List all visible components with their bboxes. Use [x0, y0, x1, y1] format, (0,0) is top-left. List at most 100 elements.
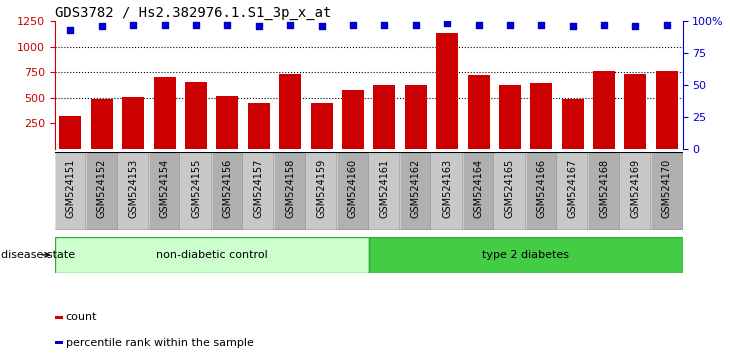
Bar [620, 152, 651, 230]
Bar [86, 152, 118, 230]
Bar [216, 96, 239, 149]
Bar [369, 152, 400, 230]
Text: non-diabetic control: non-diabetic control [155, 250, 268, 260]
Bar [656, 71, 678, 149]
Text: GSM524163: GSM524163 [442, 159, 452, 218]
Point [630, 23, 642, 29]
Bar [59, 115, 82, 149]
Bar [557, 152, 588, 230]
Text: GSM524155: GSM524155 [191, 159, 201, 218]
Point [379, 22, 391, 28]
Text: GSM524168: GSM524168 [599, 159, 609, 218]
Text: GSM524165: GSM524165 [505, 159, 515, 218]
Text: GSM524159: GSM524159 [317, 159, 326, 218]
Text: count: count [66, 312, 97, 322]
Bar [337, 152, 369, 230]
Point [285, 22, 296, 28]
Text: GSM524164: GSM524164 [474, 159, 483, 218]
Point [567, 23, 579, 29]
Bar [400, 152, 431, 230]
Text: percentile rank within the sample: percentile rank within the sample [66, 338, 253, 348]
Text: GSM524160: GSM524160 [348, 159, 358, 218]
Point [599, 22, 610, 28]
Bar [306, 152, 337, 230]
Bar [185, 82, 207, 149]
Bar [620, 152, 651, 230]
Text: GSM524151: GSM524151 [66, 159, 75, 218]
Bar [400, 152, 431, 230]
Text: GSM524166: GSM524166 [537, 159, 546, 218]
Bar [431, 152, 463, 230]
Point [65, 27, 77, 33]
Bar [153, 77, 176, 149]
Bar [557, 152, 588, 230]
Text: GSM524157: GSM524157 [254, 159, 264, 218]
Point [159, 22, 171, 28]
Bar [118, 152, 149, 230]
Bar [180, 152, 212, 230]
Bar [149, 152, 180, 230]
Bar [499, 85, 521, 149]
Bar [55, 152, 86, 230]
Bar [463, 152, 494, 230]
Bar [404, 85, 427, 149]
Bar [436, 34, 458, 149]
Bar [55, 341, 63, 344]
Point [473, 22, 485, 28]
Bar [180, 152, 212, 230]
Bar [526, 152, 557, 230]
Text: GSM524162: GSM524162 [411, 159, 420, 218]
Text: GSM524167: GSM524167 [568, 159, 577, 218]
Bar [55, 315, 63, 319]
Bar [243, 152, 274, 230]
Bar [369, 237, 683, 273]
Bar [494, 152, 526, 230]
Bar [279, 74, 301, 149]
Bar [342, 90, 364, 149]
Bar [373, 85, 396, 149]
Point [410, 22, 422, 28]
Text: GSM524154: GSM524154 [160, 159, 169, 218]
Point [441, 20, 453, 25]
Point [96, 23, 108, 29]
Bar [530, 84, 553, 149]
Bar [306, 152, 337, 230]
Text: GSM524156: GSM524156 [223, 159, 232, 218]
Point [190, 22, 201, 28]
Bar [651, 152, 683, 230]
Bar [337, 152, 369, 230]
Bar [467, 75, 490, 149]
Text: GSM524161: GSM524161 [380, 159, 389, 218]
Text: GDS3782 / Hs2.382976.1.S1_3p_x_at: GDS3782 / Hs2.382976.1.S1_3p_x_at [55, 6, 331, 20]
Text: GSM524152: GSM524152 [97, 159, 107, 218]
Bar [494, 152, 526, 230]
Bar [561, 99, 584, 149]
Point [222, 22, 234, 28]
Point [536, 22, 548, 28]
Bar [243, 152, 274, 230]
Bar [369, 152, 400, 230]
Bar [624, 74, 647, 149]
Bar [651, 152, 683, 230]
Bar [526, 152, 557, 230]
Text: GSM524169: GSM524169 [631, 159, 640, 218]
Point [316, 23, 328, 29]
Bar [55, 152, 86, 230]
Text: GSM524158: GSM524158 [285, 159, 295, 218]
Bar [212, 152, 243, 230]
Bar [247, 103, 270, 149]
Bar [274, 152, 306, 230]
Bar [122, 97, 145, 149]
Bar [55, 237, 369, 273]
Bar [149, 152, 180, 230]
Bar [91, 99, 113, 149]
Bar [593, 71, 615, 149]
Bar [212, 152, 243, 230]
Bar [310, 103, 333, 149]
Bar [274, 152, 306, 230]
Bar [431, 152, 463, 230]
Bar [588, 152, 620, 230]
Bar [588, 152, 620, 230]
Bar [463, 152, 494, 230]
Bar [86, 152, 118, 230]
